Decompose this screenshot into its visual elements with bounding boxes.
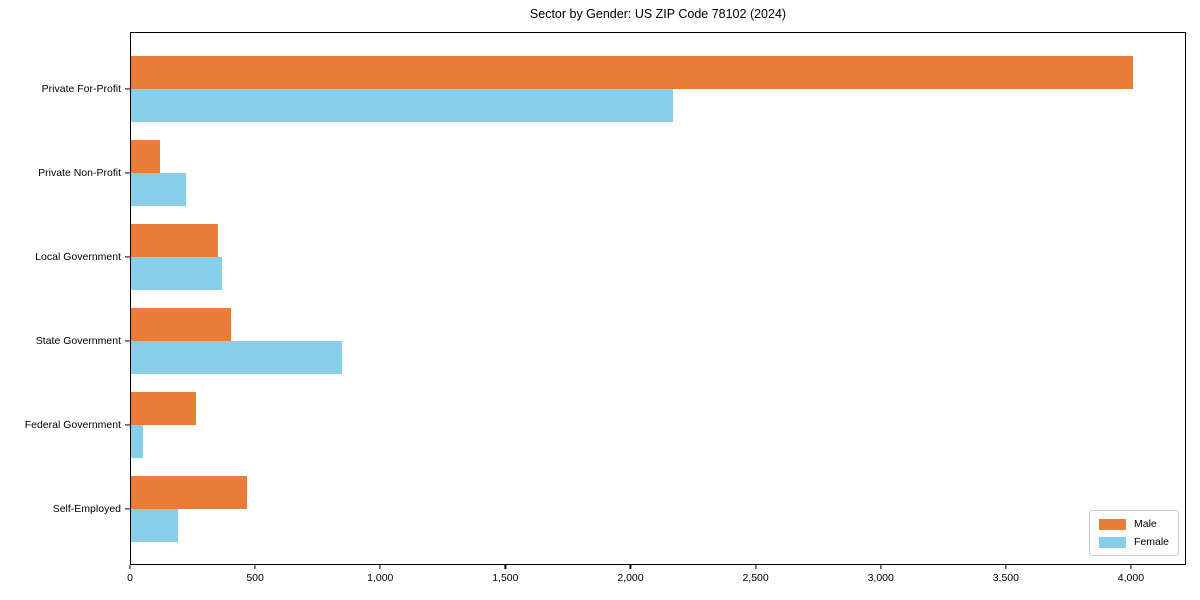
bar-female-1 — [131, 173, 186, 206]
x-tick-label: 500 — [246, 572, 264, 584]
bar-male-1 — [131, 140, 160, 173]
bar-male-3 — [131, 308, 231, 341]
bar-female-0 — [131, 89, 673, 122]
y-axis-category-label: Self-Employed — [52, 503, 121, 515]
legend-entry-female: Female — [1098, 536, 1169, 548]
y-tick-mark — [125, 340, 130, 342]
category-row: State Government — [36, 299, 1185, 383]
y-tick-mark — [125, 256, 130, 258]
plot-area: Private For-Profit Private Non-Profit Loca… — [25, 32, 1186, 565]
x-tick-label: 2,500 — [742, 572, 769, 584]
x-tick-mark — [254, 565, 256, 569]
y-tick-mark — [125, 424, 130, 426]
category-row: Local Government — [35, 215, 1185, 299]
x-tick-label: 1,000 — [367, 572, 394, 584]
bar-female-3 — [131, 341, 343, 374]
x-axis: 0 500 1,000 1,500 2,000 2,500 3,000 3,500 4,000 — [127, 565, 1186, 595]
bar-male-2 — [131, 224, 219, 257]
y-axis-category-label: Local Government — [35, 251, 121, 263]
x-tick-mark — [629, 565, 632, 569]
bar-female-4 — [131, 425, 144, 458]
legend: Male Female — [1088, 510, 1179, 556]
y-axis-category-label: Private Non-Profit — [38, 167, 121, 179]
x-tick-label: 4,000 — [1117, 572, 1145, 584]
x-tick-mark — [1130, 565, 1132, 569]
bar-female-5 — [131, 509, 179, 542]
bars-container: Private For-Profit Private Non-Profit Loca… — [25, 47, 1185, 551]
x-tick-mark — [379, 565, 381, 569]
x-tick-mark — [129, 565, 131, 569]
x-tick-label: 3,500 — [992, 572, 1019, 584]
legend-entry-male: Male — [1098, 518, 1169, 530]
legend-swatch-female — [1098, 536, 1126, 548]
y-tick-mark — [125, 508, 130, 510]
category-row: Private Non-Profit — [38, 131, 1185, 215]
category-row: Federal Government — [25, 383, 1185, 467]
legend-label: Female — [1133, 536, 1169, 548]
y-axis-category-label: Federal Government — [24, 419, 121, 431]
x-tick-label: 2,000 — [617, 572, 644, 584]
y-tick-mark — [125, 172, 130, 174]
x-tick-mark — [880, 565, 882, 569]
y-axis-category-label: Private For-Profit — [41, 83, 121, 95]
legend-swatch-male — [1098, 518, 1126, 530]
x-tick-mark — [504, 565, 506, 569]
bar-male-5 — [131, 476, 248, 509]
category-row: Self-Employed — [53, 467, 1185, 551]
bar-male-4 — [131, 392, 196, 425]
y-tick-mark — [125, 88, 130, 90]
legend-label: Male — [1133, 518, 1157, 530]
y-axis-category-label: State Government — [35, 335, 121, 347]
x-tick-label: 3,000 — [867, 572, 894, 584]
category-row: Private For-Profit — [42, 47, 1185, 131]
x-tick-mark — [1005, 565, 1007, 569]
bar-female-2 — [131, 257, 223, 290]
chart-title: Sector by Gender: US ZIP Code 78102 (202… — [529, 7, 787, 21]
x-tick-mark — [754, 565, 757, 569]
bar-male-0 — [131, 56, 1133, 89]
x-tick-label: 0 — [127, 572, 133, 584]
x-tick-label: 1,500 — [492, 572, 519, 584]
